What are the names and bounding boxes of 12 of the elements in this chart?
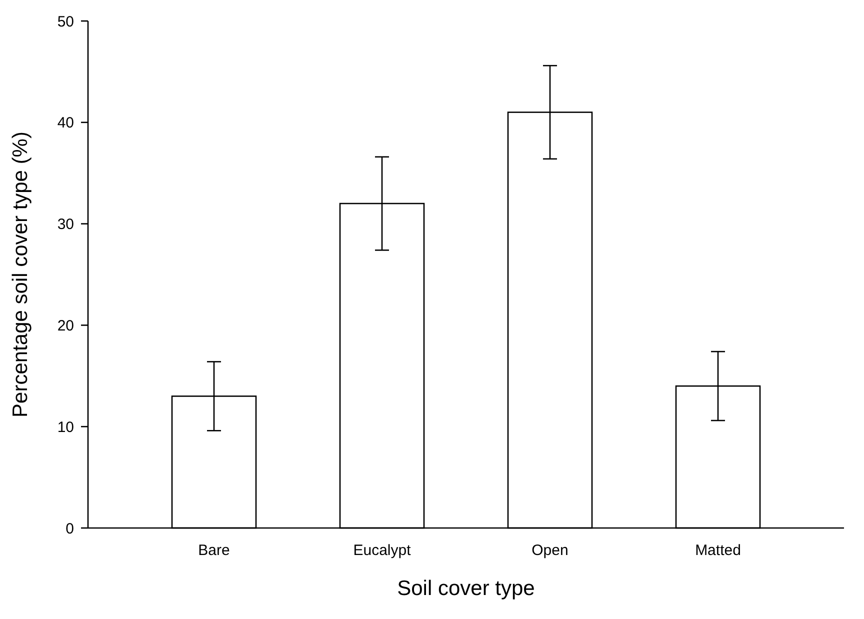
y-tick-label: 0 [66, 520, 74, 538]
x-tick-label: Eucalypt [353, 542, 412, 559]
y-tick-label: 50 [57, 13, 74, 30]
y-axis-title: Percentage soil cover type (%) [9, 132, 32, 418]
x-tick-label: Bare [198, 542, 230, 559]
y-tick-label: 30 [57, 216, 74, 234]
x-tick-label: Open [532, 542, 568, 559]
x-axis-title: Soil cover type [397, 577, 535, 600]
y-tick-label: 10 [57, 418, 74, 436]
y-tick-label: 40 [57, 114, 74, 132]
x-tick-label: Matted [695, 542, 741, 559]
y-tick-label: 20 [57, 317, 74, 334]
